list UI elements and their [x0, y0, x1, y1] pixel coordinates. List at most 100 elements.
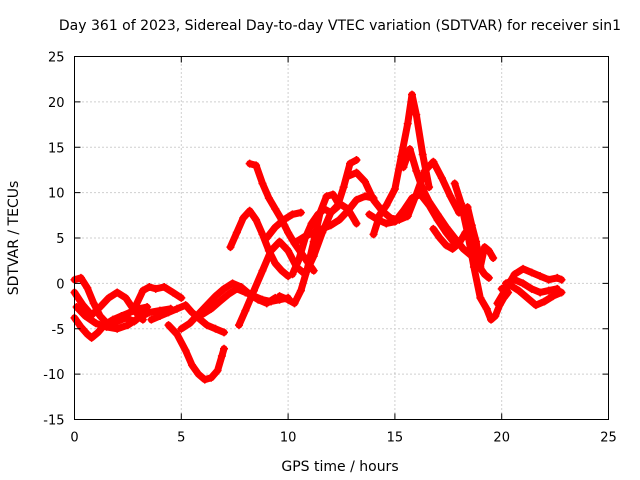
data-point-marker	[207, 373, 216, 382]
data-point-marker	[296, 208, 305, 217]
data-point-marker	[480, 243, 489, 252]
data-point-marker	[271, 259, 280, 268]
data-point-marker	[412, 166, 421, 175]
data-point-marker	[181, 346, 190, 355]
data-point-marker	[87, 333, 96, 342]
data-series	[70, 90, 566, 384]
data-point-marker	[126, 308, 135, 317]
data-point-marker	[360, 177, 369, 186]
y-tick-label: 25	[48, 51, 65, 66]
data-point-marker	[145, 308, 154, 317]
data-point-marker	[177, 293, 186, 302]
data-point-marker	[476, 263, 485, 272]
data-point-marker	[523, 293, 532, 302]
data-point-marker	[262, 234, 271, 242]
series-arc-10	[226, 207, 292, 280]
data-point-marker	[147, 315, 156, 324]
data-point-marker	[352, 219, 361, 228]
series-arc-16	[293, 192, 377, 246]
data-point-marker	[557, 275, 566, 284]
data-point-marker	[390, 217, 399, 226]
data-point-marker	[369, 195, 378, 204]
x-tick-label: 5	[177, 431, 185, 446]
y-tick-label: -5	[52, 323, 65, 338]
data-point-marker	[228, 279, 237, 288]
data-point-marker	[217, 351, 226, 360]
data-point-marker	[382, 201, 391, 210]
data-point-marker	[352, 168, 361, 177]
data-point-marker	[224, 290, 233, 299]
data-point-marker	[352, 155, 361, 164]
data-point-marker	[527, 284, 536, 293]
data-point-marker	[211, 292, 220, 301]
data-point-marker	[318, 224, 327, 233]
data-point-marker	[294, 255, 303, 264]
data-point-marker	[339, 183, 348, 192]
data-point-marker	[177, 324, 186, 333]
data-point-marker	[536, 288, 545, 297]
data-point-marker	[531, 301, 540, 310]
series-arc-18	[370, 91, 433, 238]
x-axis-label: GPS time / hours	[281, 459, 398, 475]
axis-ticks: 0 5 10 15 20 25 -15 -10 -5 0 5 10 15 20 25	[43, 51, 617, 446]
data-point-marker	[234, 321, 243, 330]
data-point-marker	[284, 295, 293, 304]
data-point-marker	[76, 273, 85, 282]
data-point-marker	[187, 361, 196, 370]
data-point-marker	[472, 237, 481, 246]
data-point-marker	[76, 322, 85, 331]
data-point-marker	[373, 215, 382, 224]
data-point-marker	[155, 312, 164, 321]
series-arc-7	[165, 321, 228, 384]
data-point-marker	[457, 199, 466, 208]
data-point-marker	[510, 275, 519, 284]
data-point-marker	[450, 234, 459, 242]
data-point-marker	[284, 246, 293, 255]
data-point-marker	[429, 157, 438, 166]
data-point-marker	[220, 344, 229, 353]
data-point-marker	[501, 279, 510, 288]
data-point-marker	[425, 197, 434, 206]
data-point-marker	[309, 237, 318, 246]
data-point-marker	[145, 283, 154, 292]
data-point-marker	[213, 366, 222, 375]
data-point-marker	[553, 273, 562, 282]
data-point-marker	[365, 210, 374, 219]
y-tick-label: -10	[43, 368, 64, 383]
data-point-marker	[326, 208, 335, 217]
data-point-marker	[557, 288, 566, 297]
data-point-marker	[181, 301, 190, 310]
series-arc-13	[276, 190, 343, 307]
chart-title: Day 361 of 2023, Sidereal Day-to-day VTE…	[59, 18, 621, 34]
y-tick-label: 20	[48, 96, 65, 111]
data-point-marker	[497, 284, 506, 293]
data-point-marker	[220, 284, 229, 293]
data-point-marker	[202, 321, 211, 330]
data-point-marker	[113, 288, 122, 297]
data-point-marker	[81, 312, 90, 321]
data-point-marker	[484, 246, 493, 255]
data-point-marker	[514, 286, 523, 295]
data-point-marker	[245, 159, 254, 168]
data-point-marker	[160, 283, 169, 292]
data-point-marker	[407, 194, 416, 203]
data-point-marker	[548, 292, 557, 301]
data-point-marker	[173, 330, 182, 339]
data-point-marker	[83, 283, 92, 292]
series-arc-4	[73, 303, 175, 333]
data-point-marker	[333, 203, 342, 212]
data-point-marker	[245, 206, 254, 215]
data-point-marker	[258, 266, 267, 275]
data-point-marker	[232, 284, 241, 293]
data-point-marker	[343, 206, 352, 215]
data-point-marker	[168, 288, 177, 297]
y-tick-label: 5	[56, 232, 64, 247]
data-point-marker	[226, 243, 235, 252]
data-point-marker	[540, 297, 549, 306]
data-point-marker	[288, 210, 297, 219]
data-point-marker	[275, 292, 284, 301]
data-point-marker	[108, 315, 117, 324]
data-point-marker	[467, 221, 476, 230]
data-point-marker	[425, 183, 434, 192]
